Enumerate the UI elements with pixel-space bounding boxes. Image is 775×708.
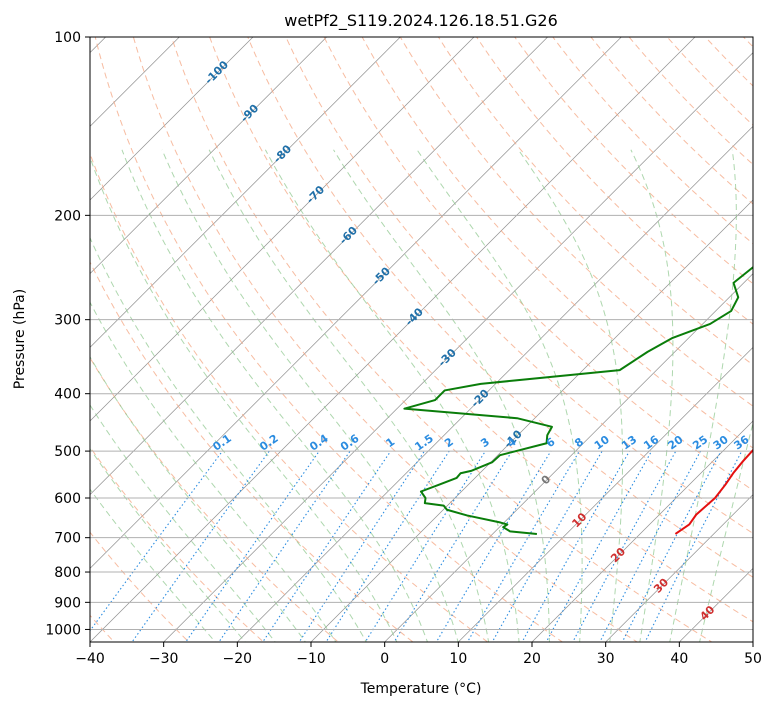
dry-adiabat-line — [170, 37, 713, 642]
dry-adiabat-line — [399, 37, 753, 407]
moist-adiabat-line — [416, 149, 583, 642]
x-tick-label: −10 — [296, 651, 326, 667]
mixing-ratio-line — [218, 450, 351, 642]
moist-adiabat-line — [161, 149, 459, 642]
isotherm-line — [90, 37, 328, 275]
dry-adiabat-line — [132, 37, 638, 642]
mixing-ratio-line — [491, 450, 603, 642]
x-tick-label: 0 — [380, 651, 389, 667]
y-tick-label: 400 — [54, 387, 81, 403]
x-tick-label: 30 — [597, 651, 615, 667]
y-tick-label: 700 — [54, 531, 81, 547]
dry-adiabat-line — [94, 37, 564, 642]
moist-adiabat-line — [90, 155, 398, 642]
moist-adiabat-line — [90, 301, 337, 642]
moist-adiabat-line — [90, 404, 276, 642]
moist-adiabat-line — [121, 149, 429, 642]
moist-adiabat-line — [333, 149, 550, 642]
x-tick-label: −20 — [223, 651, 253, 667]
x-tick-label: 10 — [449, 651, 467, 667]
y-tick-label: 300 — [54, 313, 81, 329]
mixing-ratio-line — [325, 450, 450, 642]
isotherm-line — [90, 37, 475, 422]
y-tick-label: 900 — [54, 595, 81, 611]
y-axis-label: Pressure (hPa) — [12, 289, 28, 389]
y-tick-label: 100 — [54, 30, 81, 46]
isotherm-line — [90, 37, 401, 348]
x-axis: −40 −30 −20 −10 0 10 20 30 40 50 — [75, 642, 762, 667]
dry-adiabat-line — [247, 37, 753, 578]
moist-adiabat-line — [90, 447, 246, 642]
moist-adiabat-line — [90, 355, 307, 642]
isotherm-line — [605, 494, 753, 642]
mixing-ratio-line — [262, 450, 392, 642]
dry-adiabat-line — [514, 37, 753, 285]
temperature-profile-line — [674, 448, 753, 535]
moist-adiabat-line — [699, 420, 753, 642]
mixing-ratio-line — [131, 450, 270, 642]
plot-frame — [89, 36, 754, 643]
dewpoint-profile-line — [403, 265, 753, 535]
isotherm-line — [384, 273, 753, 642]
dry-adiabat-line — [285, 37, 753, 535]
y-tick-label: 500 — [54, 444, 81, 460]
mixing-ratio-line — [435, 450, 552, 642]
dry-adiabat-line — [90, 260, 414, 642]
isotherm-line — [531, 420, 753, 642]
isotherm-line — [310, 199, 753, 642]
moist-adiabat-line — [517, 149, 624, 642]
isotherm-line — [457, 346, 753, 642]
dry-adiabat-line — [361, 37, 753, 449]
dry-adiabat-line — [90, 356, 340, 642]
dry-adiabat-line — [90, 531, 190, 642]
moist-adiabat-line — [90, 236, 367, 642]
background-lines — [90, 37, 753, 642]
mixing-ratio-line — [185, 450, 320, 642]
x-axis-label: Temperature (°C) — [360, 681, 482, 697]
dry-adiabat-line — [552, 37, 753, 245]
dry-adiabat-line — [323, 37, 753, 491]
dry-adiabat-line — [590, 37, 753, 205]
x-tick-label: 50 — [744, 651, 762, 667]
dry-adiabat-line — [90, 152, 489, 642]
profile-lines — [403, 265, 753, 535]
y-tick-label: 600 — [54, 491, 81, 507]
dry-adiabat-line — [628, 37, 753, 166]
y-axis: 100 200 300 400 500 600 700 800 900 1000 — [45, 30, 90, 638]
isotherm-line — [90, 37, 622, 569]
y-tick-label: 1000 — [45, 622, 81, 638]
y-tick-label: 200 — [54, 208, 81, 224]
y-tick-label: 800 — [54, 565, 81, 581]
isotherm-line — [90, 37, 696, 642]
isotherm-line — [90, 37, 549, 496]
mixing-ratio-line — [298, 450, 425, 642]
x-tick-label: 40 — [670, 651, 688, 667]
isotherm-line — [90, 37, 254, 201]
moist-adiabat-line — [630, 149, 674, 642]
x-tick-label: −40 — [75, 651, 105, 667]
pressure-gridlines — [90, 37, 753, 630]
mixing-ratio-line — [466, 450, 580, 642]
x-tick-label: 20 — [523, 651, 541, 667]
moist-adiabat-line — [669, 149, 737, 642]
chart-title: wetPf2_S119.2024.126.18.51.G26 — [284, 11, 558, 31]
x-tick-label: −30 — [149, 651, 179, 667]
moist-adiabat-line — [90, 488, 216, 642]
isotherm-line — [163, 52, 753, 642]
mixing-ratio-line — [545, 450, 653, 642]
plot-background — [90, 37, 753, 642]
dry-adiabat-line — [209, 37, 753, 623]
